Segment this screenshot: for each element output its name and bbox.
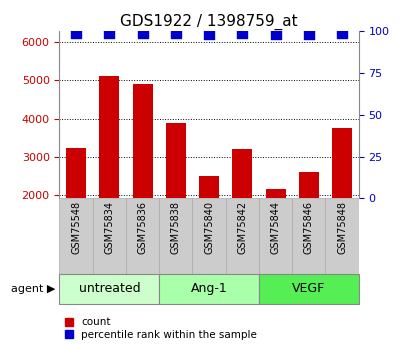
Bar	[66, 148, 86, 270]
Text: VEGF: VEGF	[292, 283, 325, 295]
Bar	[199, 176, 218, 270]
Point	[238, 30, 245, 36]
Bar	[92, 198, 126, 274]
Bar	[192, 198, 225, 274]
Bar	[292, 198, 325, 274]
Bar	[159, 274, 258, 304]
Text: GSM75834: GSM75834	[104, 201, 114, 254]
Point	[139, 30, 146, 36]
Bar	[325, 198, 358, 274]
Bar	[298, 172, 318, 270]
Bar	[59, 198, 92, 274]
Text: GSM75842: GSM75842	[237, 201, 247, 254]
Text: untreated: untreated	[79, 283, 140, 295]
Point	[272, 32, 278, 37]
Bar	[159, 198, 192, 274]
Point	[172, 30, 179, 36]
Bar	[99, 76, 119, 270]
Text: GSM75848: GSM75848	[336, 201, 346, 254]
Bar	[225, 198, 258, 274]
Legend: count, percentile rank within the sample: count, percentile rank within the sample	[65, 317, 256, 340]
Text: GSM75840: GSM75840	[204, 201, 213, 254]
Bar	[126, 198, 159, 274]
Text: agent ▶: agent ▶	[11, 284, 55, 294]
Text: GSM75838: GSM75838	[171, 201, 180, 254]
Bar	[232, 149, 252, 270]
Text: Ang-1: Ang-1	[190, 283, 227, 295]
Text: GSM75548: GSM75548	[71, 201, 81, 254]
Point	[106, 30, 112, 36]
Text: GSM75846: GSM75846	[303, 201, 313, 254]
Bar	[265, 189, 285, 270]
Point	[305, 32, 311, 37]
Bar	[258, 198, 292, 274]
Text: GSM75836: GSM75836	[137, 201, 147, 254]
Text: GSM75844: GSM75844	[270, 201, 280, 254]
Bar	[258, 274, 358, 304]
Bar	[59, 274, 159, 304]
Bar	[331, 128, 351, 270]
Point	[73, 30, 79, 36]
Point	[338, 30, 344, 36]
Bar	[166, 123, 185, 270]
Point	[205, 32, 212, 37]
Title: GDS1922 / 1398759_at: GDS1922 / 1398759_at	[120, 13, 297, 30]
Bar	[132, 84, 152, 270]
